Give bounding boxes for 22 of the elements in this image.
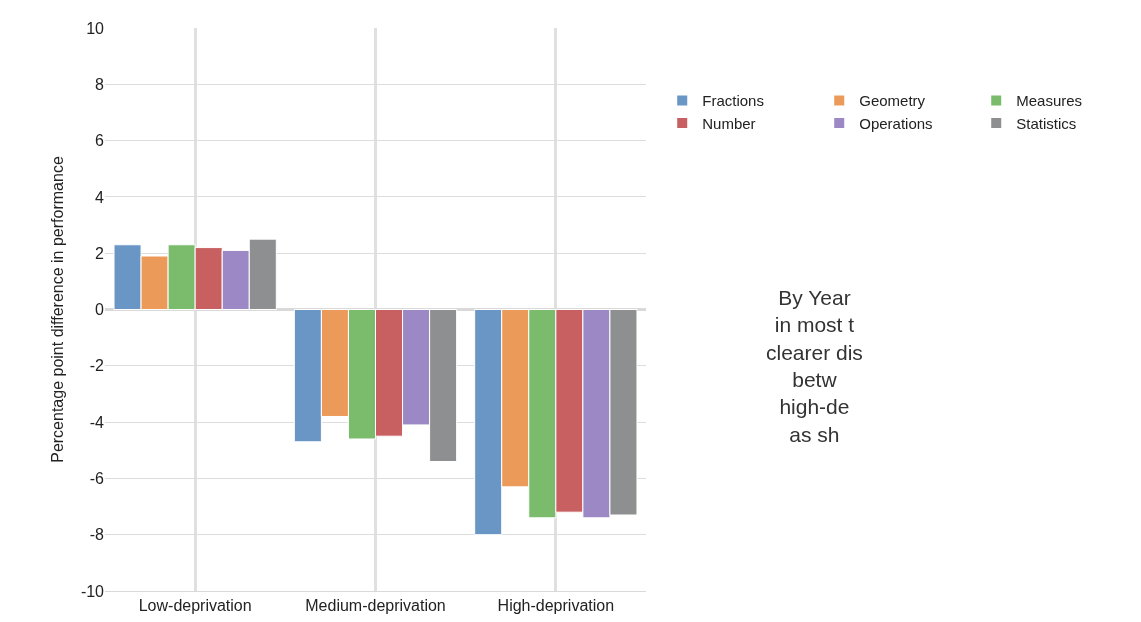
y-tick-label: 4 xyxy=(95,188,105,206)
y-tick-label: 6 xyxy=(95,132,105,150)
y-tick-label: -10 xyxy=(80,582,105,600)
text: By Year in most t clearer dis betw high-de as sh xyxy=(766,286,863,446)
y-tick-label: 10 xyxy=(86,19,105,37)
y-tick-label: -4 xyxy=(89,413,105,431)
legend-label: Fractions xyxy=(702,92,764,110)
legend-label: Number xyxy=(702,114,756,132)
y-tick-label: -2 xyxy=(89,357,105,375)
x-tick-label: Medium-deprivation xyxy=(305,597,446,615)
x-tick-label: Low-deprivation xyxy=(138,597,252,615)
x-tick-label: High-deprivation xyxy=(497,597,615,615)
y-tick-label: 2 xyxy=(95,244,105,262)
y-tick-label: -8 xyxy=(89,526,105,544)
legend-label: Operations xyxy=(859,114,933,132)
y-tick-label: 0 xyxy=(95,301,105,319)
y-axis-title: Percentage point difference in performance xyxy=(49,156,66,463)
legend-label: Measures xyxy=(1016,92,1083,110)
y-tick-label: 8 xyxy=(95,75,105,93)
legend-label: Statistics xyxy=(1016,114,1077,132)
legend-label: Geometry xyxy=(859,92,926,110)
y-tick-label: -6 xyxy=(89,470,105,487)
